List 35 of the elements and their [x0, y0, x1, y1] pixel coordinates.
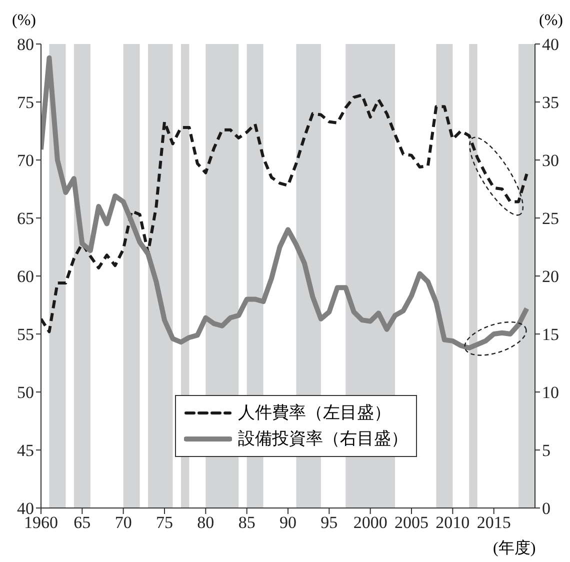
x-tick-label: 75	[156, 513, 173, 532]
x-tick-label: 2010	[436, 513, 470, 532]
x-tick-label: 2015	[476, 513, 511, 532]
x-tick-label: 2000	[353, 513, 388, 532]
y2-tick-label: 40	[542, 35, 559, 54]
x-tick-label: 95	[320, 513, 338, 532]
y-tick-label: 80	[17, 35, 34, 54]
y-tick-label: 75	[17, 93, 34, 112]
y2-tick-label: 0	[542, 499, 550, 518]
y2-axis-title: (%)	[539, 12, 563, 30]
legend-label: 人件費率（左目盛）	[238, 402, 391, 424]
legend-label: 設備投資率（右目盛）	[238, 428, 408, 450]
line-series	[41, 94, 528, 334]
y-tick-label: 50	[17, 383, 34, 402]
y-axis-title: (%)	[12, 12, 36, 30]
y-tick-label: 45	[17, 441, 34, 460]
x-tick-label: 2005	[394, 513, 428, 532]
y2-tick-label: 35	[542, 93, 559, 112]
x-tick-label: 1960	[24, 513, 58, 532]
y2-tick-label: 5	[542, 441, 550, 460]
x-tick-label: 80	[197, 513, 214, 532]
y2-tick-label: 25	[542, 209, 559, 228]
x-tick-label: 85	[238, 513, 256, 532]
y-tick-label: 60	[17, 267, 34, 286]
y-tick-label: 70	[17, 151, 34, 170]
y2-tick-label: 30	[542, 151, 559, 170]
y-tick-label: 65	[17, 209, 34, 228]
x-tick-label: 65	[74, 513, 91, 532]
x-tick-label: 70	[114, 513, 132, 532]
y2-tick-label: 20	[542, 267, 559, 286]
y2-tick-label: 10	[542, 383, 559, 402]
x-axis-title: (年度)	[493, 538, 536, 559]
x-tick-label: 90	[280, 513, 296, 532]
y-tick-label: 55	[17, 325, 34, 344]
y2-tick-label: 15	[542, 325, 559, 344]
